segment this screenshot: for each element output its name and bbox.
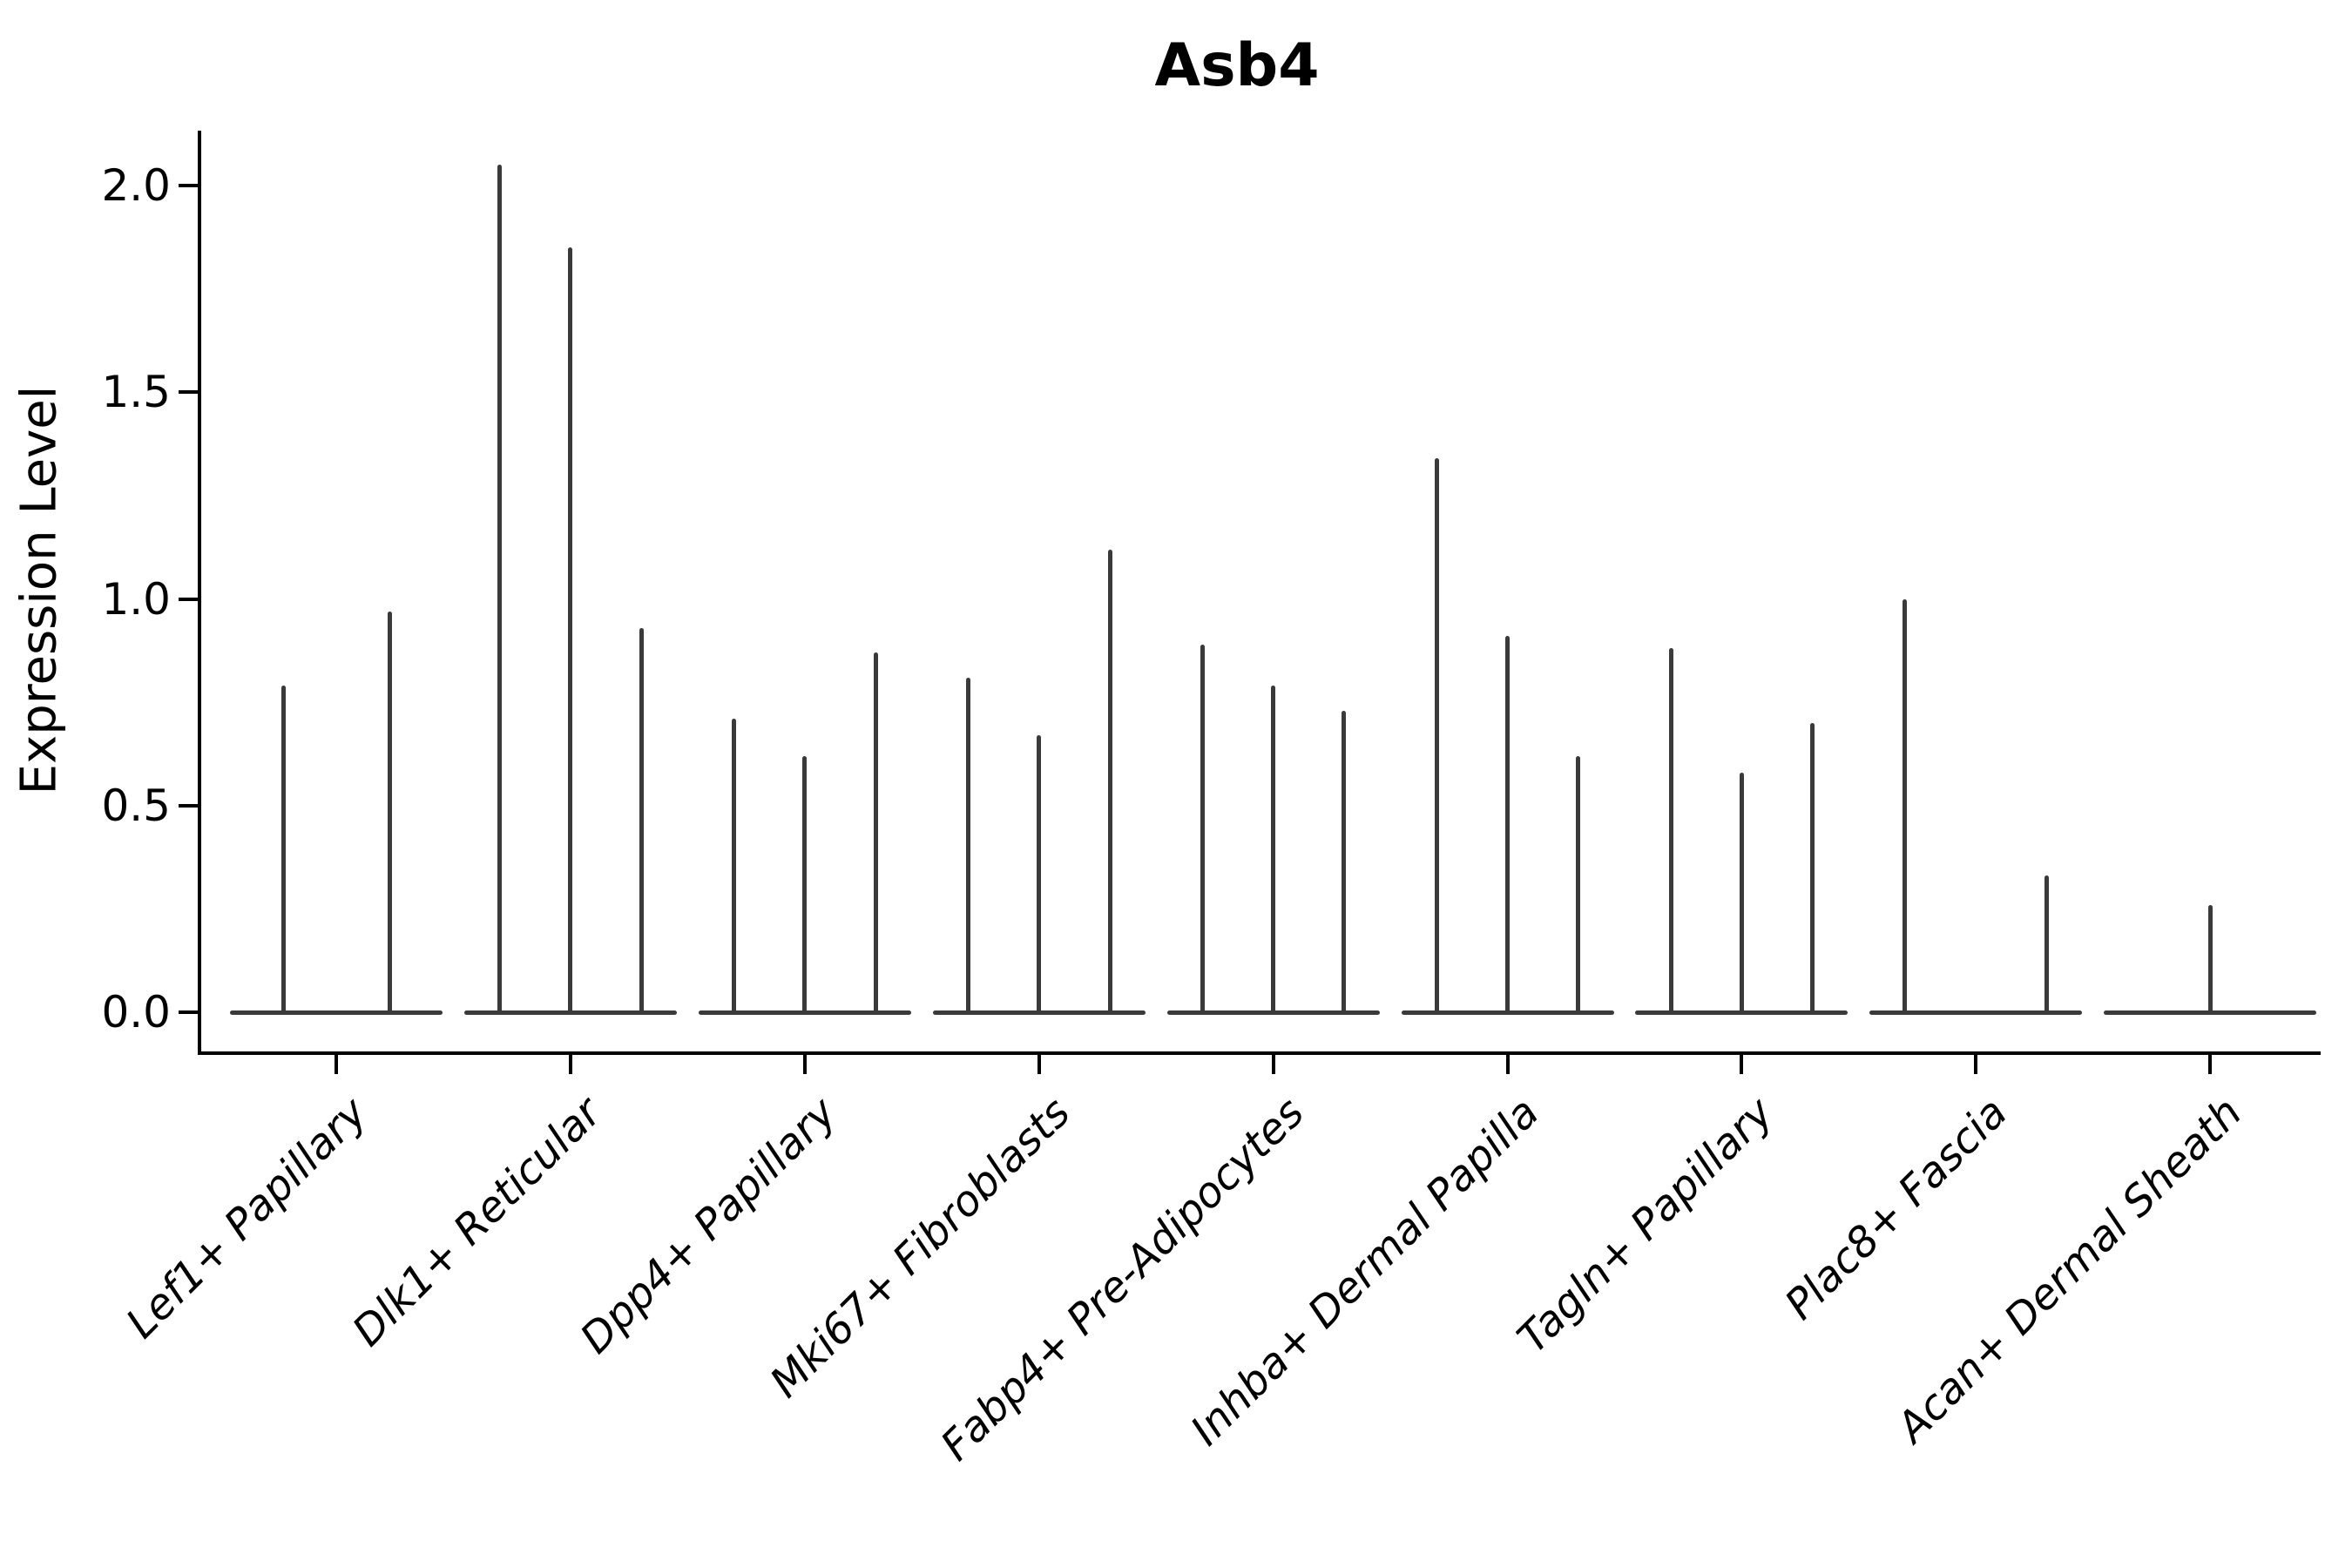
violin-spike <box>873 652 878 1012</box>
y-tick <box>179 1010 198 1014</box>
violin-base <box>1869 1010 2083 1015</box>
x-tick <box>1271 1055 1275 1074</box>
violin-spike <box>1342 710 1347 1012</box>
y-tick <box>179 803 198 808</box>
violin-spike <box>1576 755 1581 1012</box>
violin-base <box>230 1010 443 1015</box>
x-tick <box>1505 1055 1510 1074</box>
plot-title: Asb4 <box>1154 31 1320 100</box>
violin-spike <box>2207 904 2213 1012</box>
y-tick <box>179 597 198 601</box>
y-axis-spine <box>198 131 201 1055</box>
y-tick-label: 1.5 <box>101 367 171 418</box>
x-tick-label: Dlk1+ Reticular <box>343 1088 612 1356</box>
x-tick-label: Tagln+ Papillary <box>1507 1088 1783 1363</box>
violin-spike <box>1505 636 1510 1012</box>
y-tick-label: 1.0 <box>101 573 171 625</box>
x-axis-spine <box>198 1051 2321 1055</box>
y-tick <box>179 390 198 395</box>
x-tick <box>568 1055 572 1074</box>
violin-base <box>698 1010 911 1015</box>
violin-base <box>1635 1010 1848 1015</box>
y-tick-label: 0.0 <box>101 987 171 1037</box>
violin-spike <box>1903 598 1908 1012</box>
violin-spike <box>1810 722 1815 1012</box>
x-tick-label: Lef1+ Papillary <box>117 1088 377 1348</box>
x-tick <box>335 1055 338 1074</box>
x-tick <box>1740 1055 1744 1074</box>
violin-spike <box>2044 875 2050 1012</box>
violin-base <box>1401 1010 1614 1015</box>
violin-spike <box>639 627 644 1012</box>
violin-spike <box>731 719 736 1012</box>
violin-spike <box>1037 735 1042 1012</box>
violin-spike <box>280 686 286 1012</box>
violin-base <box>1166 1010 1380 1015</box>
violin-spike <box>1271 686 1276 1012</box>
x-tick <box>802 1055 807 1074</box>
x-tick-label: Plac8+ Fascia <box>1775 1088 2017 1329</box>
x-tick <box>2208 1055 2213 1074</box>
violin-base <box>932 1010 1146 1015</box>
x-tick-label: Dpp4+ Papillary <box>570 1088 846 1363</box>
violin-spike <box>387 611 392 1012</box>
violin-spike <box>1107 549 1112 1012</box>
y-tick-label: 2.0 <box>101 160 171 211</box>
violin-spike <box>1739 772 1744 1012</box>
violin-spike <box>1434 458 1439 1012</box>
x-tick <box>1037 1055 1041 1074</box>
violin-spike <box>1668 648 1673 1012</box>
y-tick <box>179 184 198 187</box>
violin-base <box>2104 1010 2317 1015</box>
violin-spike <box>802 755 808 1012</box>
violin-spike <box>568 247 573 1012</box>
violin-spike <box>497 165 503 1012</box>
violin-spike <box>1200 644 1205 1012</box>
violin-base <box>463 1010 677 1015</box>
x-tick <box>1974 1055 1978 1074</box>
y-tick-label: 0.5 <box>101 780 171 831</box>
violin-spike <box>965 677 970 1012</box>
